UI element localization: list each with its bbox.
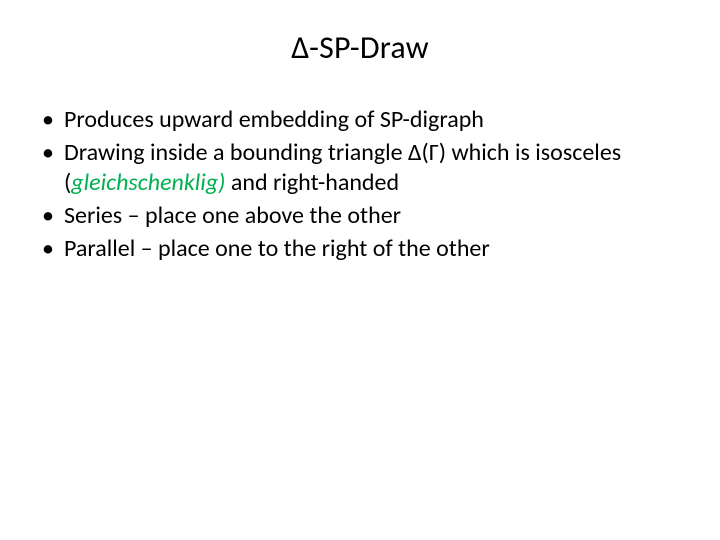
bullet-item: Series – place one above the other — [36, 201, 684, 232]
bullet-item: Produces upward embedding of SP-digraph — [36, 105, 684, 136]
slide: Δ-SP-Draw Produces upward embedding of S… — [0, 0, 720, 540]
bullet-list: Produces upward embedding of SP-digraph … — [36, 105, 684, 265]
slide-title: Δ-SP-Draw — [36, 28, 684, 67]
bullet-text-em: gleichschenklig) — [71, 168, 225, 197]
bullet-text: Parallel – place one to the right of the… — [64, 234, 490, 263]
bullet-text: Series – place one above the other — [64, 201, 401, 230]
bullet-item: Parallel – place one to the right of the… — [36, 234, 684, 265]
bullet-item: Drawing inside a bounding triangle Δ(Γ) … — [36, 138, 684, 199]
bullet-text: Produces upward embedding of SP-digraph — [64, 105, 484, 134]
bullet-text-post: and right-handed — [225, 168, 399, 197]
